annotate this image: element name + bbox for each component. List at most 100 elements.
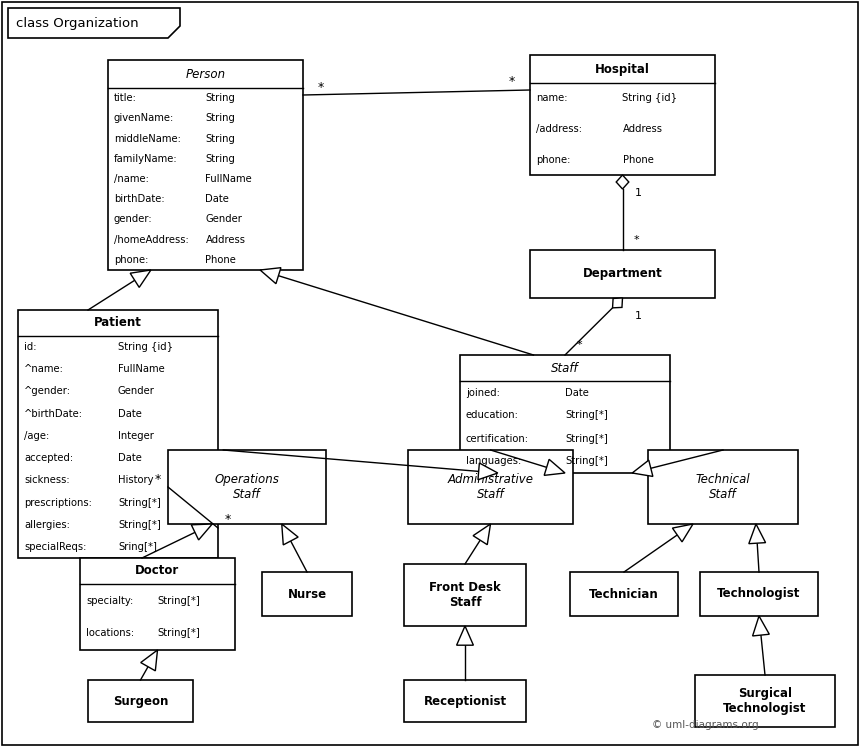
- Bar: [460, 355, 670, 473]
- Text: certification:: certification:: [466, 433, 529, 444]
- Text: Operations
Staff: Operations Staff: [214, 473, 280, 501]
- Text: Receptionist: Receptionist: [423, 695, 507, 707]
- Text: specialty:: specialty:: [86, 595, 133, 606]
- Polygon shape: [141, 650, 157, 671]
- Text: *: *: [509, 75, 515, 88]
- Text: String[*]: String[*]: [565, 411, 608, 421]
- Bar: [108, 60, 303, 270]
- Polygon shape: [612, 298, 623, 308]
- Text: prescriptions:: prescriptions:: [24, 498, 92, 507]
- Text: FullName: FullName: [206, 174, 252, 184]
- Text: String[*]: String[*]: [565, 456, 608, 466]
- Text: Hospital: Hospital: [595, 63, 650, 75]
- Polygon shape: [457, 626, 473, 645]
- Polygon shape: [282, 524, 298, 545]
- Bar: [262, 572, 352, 616]
- Polygon shape: [8, 8, 180, 38]
- Text: Staff: Staff: [551, 362, 579, 374]
- Bar: [168, 450, 326, 524]
- Text: name:: name:: [536, 93, 568, 103]
- Polygon shape: [191, 524, 212, 540]
- Text: Date: Date: [118, 453, 142, 463]
- Text: String: String: [206, 114, 236, 123]
- Text: © uml-diagrams.org: © uml-diagrams.org: [652, 720, 759, 730]
- Text: familyName:: familyName:: [114, 154, 178, 164]
- Bar: [700, 572, 818, 616]
- Bar: [570, 572, 678, 616]
- Text: class Organization: class Organization: [16, 16, 138, 29]
- Text: *: *: [634, 235, 639, 245]
- Text: /homeAddress:: /homeAddress:: [114, 235, 188, 245]
- Text: title:: title:: [114, 93, 137, 103]
- Text: String: String: [206, 134, 236, 143]
- Text: *: *: [224, 513, 231, 527]
- Text: id:: id:: [24, 342, 36, 352]
- Polygon shape: [130, 270, 150, 288]
- Text: Gender: Gender: [118, 386, 155, 397]
- Polygon shape: [260, 267, 281, 284]
- Text: String[*]: String[*]: [157, 595, 200, 606]
- Text: accepted:: accepted:: [24, 453, 73, 463]
- Text: String[*]: String[*]: [118, 520, 161, 530]
- Text: String: String: [206, 154, 236, 164]
- Bar: [88, 680, 193, 722]
- Bar: [404, 680, 526, 722]
- Bar: [530, 250, 715, 298]
- Text: birthDate:: birthDate:: [114, 194, 164, 204]
- Text: sickness:: sickness:: [24, 475, 70, 486]
- Polygon shape: [749, 524, 765, 544]
- Text: locations:: locations:: [86, 628, 134, 639]
- Text: *: *: [576, 340, 582, 350]
- Text: Technical
Staff: Technical Staff: [696, 473, 750, 501]
- Text: ^birthDate:: ^birthDate:: [24, 409, 83, 419]
- Bar: [695, 675, 835, 727]
- Text: languages:: languages:: [466, 456, 521, 466]
- Text: Person: Person: [186, 67, 225, 81]
- Bar: [18, 310, 218, 558]
- Text: /age:: /age:: [24, 431, 49, 441]
- Text: Front Desk
Staff: Front Desk Staff: [429, 581, 501, 609]
- Text: String {id}: String {id}: [623, 93, 678, 103]
- Text: gender:: gender:: [114, 214, 152, 224]
- Text: *: *: [318, 81, 324, 93]
- Text: Department: Department: [582, 267, 662, 281]
- Text: Sring[*]: Sring[*]: [118, 542, 157, 552]
- Text: Integer: Integer: [118, 431, 154, 441]
- Text: specialReqs:: specialReqs:: [24, 542, 86, 552]
- Text: Date: Date: [565, 388, 589, 397]
- Text: /address:: /address:: [536, 124, 582, 134]
- Polygon shape: [473, 524, 490, 545]
- Text: String {id}: String {id}: [118, 342, 173, 352]
- Text: education:: education:: [466, 411, 519, 421]
- Text: History: History: [118, 475, 153, 486]
- Text: Technologist: Technologist: [717, 587, 801, 601]
- Polygon shape: [632, 460, 653, 477]
- Text: Administrative
Staff: Administrative Staff: [447, 473, 533, 501]
- Text: ^gender:: ^gender:: [24, 386, 71, 397]
- Text: Phone: Phone: [623, 155, 654, 164]
- Text: phone:: phone:: [536, 155, 570, 164]
- Text: Doctor: Doctor: [135, 565, 180, 577]
- Text: Nurse: Nurse: [287, 587, 327, 601]
- Polygon shape: [752, 616, 770, 636]
- Text: allergies:: allergies:: [24, 520, 70, 530]
- Text: String[*]: String[*]: [118, 498, 161, 507]
- Polygon shape: [478, 463, 498, 480]
- Polygon shape: [544, 459, 565, 475]
- Polygon shape: [617, 175, 629, 189]
- Bar: [404, 564, 526, 626]
- Text: FullName: FullName: [118, 365, 165, 374]
- Text: ^name:: ^name:: [24, 365, 64, 374]
- Text: /name:: /name:: [114, 174, 149, 184]
- Text: Address: Address: [206, 235, 245, 245]
- Text: Address: Address: [623, 124, 662, 134]
- Text: phone:: phone:: [114, 255, 149, 265]
- Text: givenName:: givenName:: [114, 114, 175, 123]
- Text: Surgical
Technologist: Surgical Technologist: [723, 687, 807, 715]
- Bar: [408, 450, 573, 524]
- Text: 1: 1: [635, 188, 642, 198]
- Text: Gender: Gender: [206, 214, 243, 224]
- Bar: [530, 55, 715, 175]
- Text: String: String: [206, 93, 236, 103]
- Bar: [80, 558, 235, 650]
